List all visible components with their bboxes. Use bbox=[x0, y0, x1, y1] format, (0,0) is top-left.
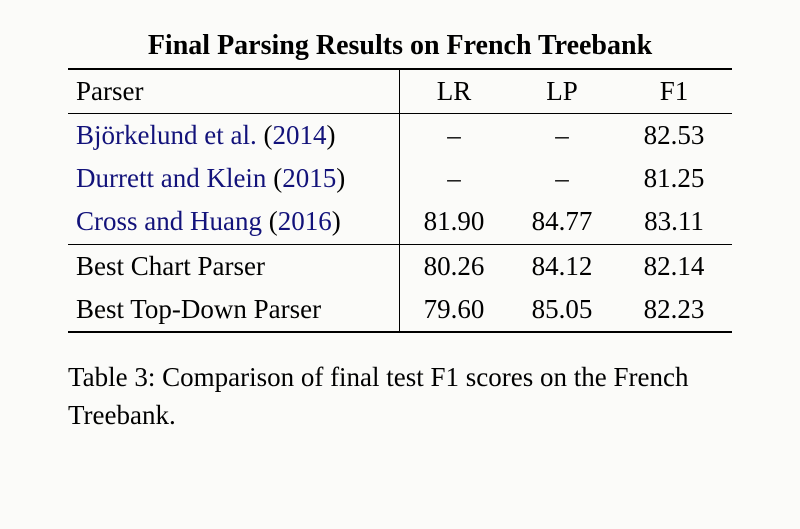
lr-cell: – bbox=[400, 114, 509, 158]
col-lr: LR bbox=[400, 69, 509, 114]
table-row: Best Chart Parser80.2684.1282.14 bbox=[68, 244, 732, 288]
col-f1: F1 bbox=[616, 69, 732, 114]
lp-cell: – bbox=[508, 157, 616, 200]
table-head: Parser LR LP F1 bbox=[68, 69, 732, 114]
citation-year-link[interactable]: 2014 bbox=[272, 120, 326, 150]
lr-cell: – bbox=[400, 157, 509, 200]
lr-cell: 79.60 bbox=[400, 288, 509, 332]
citation-year-link[interactable]: 2015 bbox=[282, 163, 336, 193]
citation-link[interactable]: Cross and Huang bbox=[76, 206, 262, 236]
lr-cell: 81.90 bbox=[400, 200, 509, 244]
f1-cell: 82.14 bbox=[616, 244, 732, 288]
caption-text: Comparison of final test F1 scores on th… bbox=[68, 362, 689, 430]
citation-link[interactable]: Durrett and Klein bbox=[76, 163, 266, 193]
table-body: Björkelund et al. (2014)––82.53Durrett a… bbox=[68, 114, 732, 332]
table-row: Durrett and Klein (2015)––81.25 bbox=[68, 157, 732, 200]
lp-cell: 84.12 bbox=[508, 244, 616, 288]
parser-cell: Best Top-Down Parser bbox=[68, 288, 400, 332]
caption-label: Table 3: bbox=[68, 362, 155, 392]
table-row: Best Top-Down Parser79.6085.0582.23 bbox=[68, 288, 732, 332]
parser-cell: Best Chart Parser bbox=[68, 244, 400, 288]
lp-cell: – bbox=[508, 114, 616, 158]
f1-cell: 83.11 bbox=[616, 200, 732, 244]
table-title: Final Parsing Results on French Treebank bbox=[68, 30, 732, 62]
f1-cell: 82.23 bbox=[616, 288, 732, 332]
lp-cell: 84.77 bbox=[508, 200, 616, 244]
f1-cell: 81.25 bbox=[616, 157, 732, 200]
f1-cell: 82.53 bbox=[616, 114, 732, 158]
lp-cell: 85.05 bbox=[508, 288, 616, 332]
page-container: Final Parsing Results on French Treebank… bbox=[0, 0, 800, 434]
citation-year-link[interactable]: 2016 bbox=[278, 206, 332, 236]
col-lp: LP bbox=[508, 69, 616, 114]
parser-cell: Björkelund et al. (2014) bbox=[68, 114, 400, 158]
table-row: Cross and Huang (2016)81.9084.7783.11 bbox=[68, 200, 732, 244]
parser-cell: Durrett and Klein (2015) bbox=[68, 157, 400, 200]
results-table: Parser LR LP F1 Björkelund et al. (2014)… bbox=[68, 68, 732, 333]
table-row: Björkelund et al. (2014)––82.53 bbox=[68, 114, 732, 158]
header-row: Parser LR LP F1 bbox=[68, 69, 732, 114]
citation-link[interactable]: Björkelund et al. bbox=[76, 120, 257, 150]
parser-cell: Cross and Huang (2016) bbox=[68, 200, 400, 244]
table-caption: Table 3: Comparison of final test F1 sco… bbox=[68, 359, 732, 435]
lr-cell: 80.26 bbox=[400, 244, 509, 288]
col-parser: Parser bbox=[68, 69, 400, 114]
